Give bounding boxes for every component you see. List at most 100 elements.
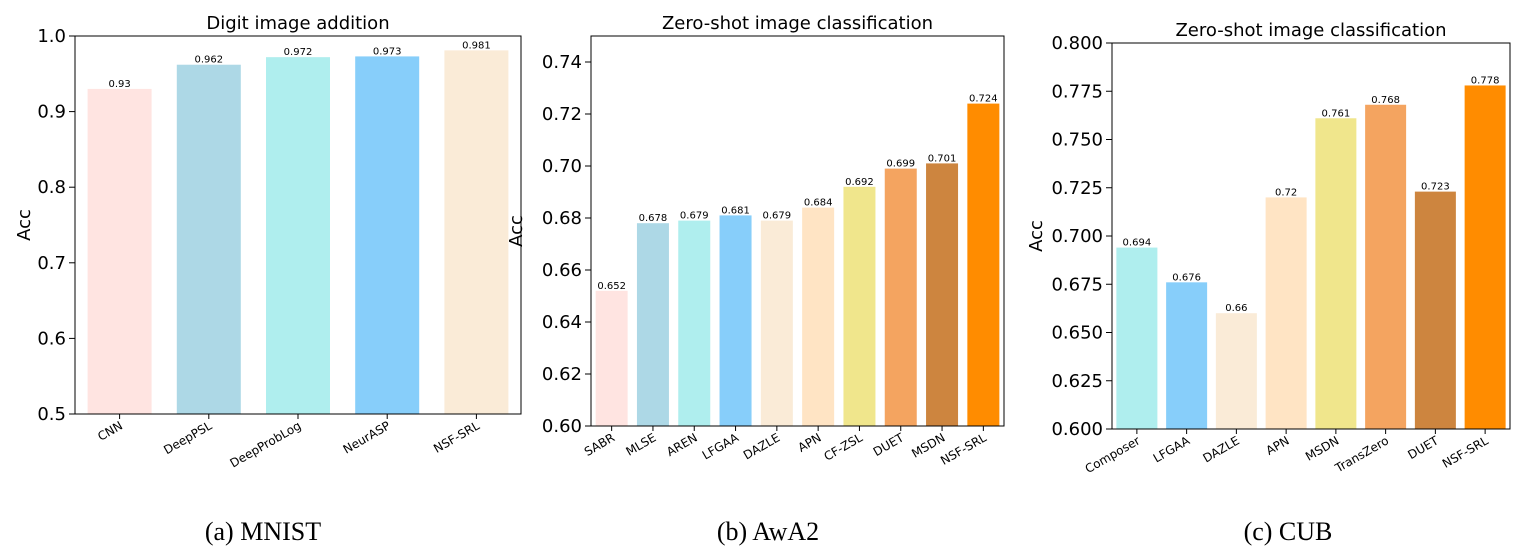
y-axis-label: Acc <box>14 209 35 241</box>
x-tick-label: NSF-SRL <box>431 418 482 456</box>
y-tick-label: 0.70 <box>542 156 582 177</box>
x-tick-label: APN <box>1263 433 1291 457</box>
y-tick-label: 0.64 <box>542 312 582 333</box>
y-tick-label: 0.750 <box>1051 130 1103 151</box>
caption-mnist: (a) MNIST <box>205 517 321 546</box>
y-tick-label: 0.72 <box>542 104 582 125</box>
y-tick-label: 0.675 <box>1051 274 1103 295</box>
data-label: 0.972 <box>284 47 313 58</box>
x-tick-label: DeepProbLog <box>227 418 303 470</box>
data-label: 0.962 <box>194 55 223 66</box>
bar-dazle <box>1215 313 1257 429</box>
data-label: 0.699 <box>886 159 915 170</box>
bar-nsf-srl <box>1464 85 1506 430</box>
data-label: 0.66 <box>1225 303 1247 314</box>
data-label: 0.679 <box>763 211 792 222</box>
x-tick-label: DUET <box>871 430 907 459</box>
data-label: 0.692 <box>845 177 874 188</box>
y-tick-label: 0.62 <box>542 364 582 385</box>
data-label: 0.684 <box>804 198 833 209</box>
bar-cnn <box>87 88 152 415</box>
y-axis-label: Acc <box>1026 220 1047 252</box>
chart-mnist: Digit image addition Acc 0.5 0.6 0.7 0.8 0.9 1.… <box>14 13 522 470</box>
x-tick-label: DAZLE <box>1200 433 1241 465</box>
x-tick-label: APN <box>796 430 824 454</box>
x-tick-label: SABR <box>582 430 617 458</box>
bar-deeppsl <box>176 64 241 414</box>
bar-duet <box>884 168 917 426</box>
x-tick-label: DAZLE <box>741 430 782 462</box>
bar-dazle <box>760 220 793 426</box>
bar-duet <box>1414 191 1456 429</box>
data-label: 0.981 <box>462 40 491 51</box>
x-tick-label: TransZero <box>1332 433 1391 475</box>
x-tick-label: MSDN <box>1303 433 1341 463</box>
caption-cub: (c) CUB <box>1244 517 1333 546</box>
y-tick-label: 1.0 <box>37 26 66 47</box>
bar-composer <box>1116 247 1158 429</box>
x-tick-label: NSF-SRL <box>1440 433 1491 471</box>
chart-title: Zero-shot image classification <box>662 13 933 34</box>
x-tick-label: MLSE <box>624 430 659 458</box>
bar-deepproblog <box>266 57 330 414</box>
y-tick-label: 0.9 <box>37 102 66 123</box>
data-label: 0.973 <box>373 46 402 57</box>
data-label: 0.652 <box>597 281 626 292</box>
data-label: 0.93 <box>108 79 130 90</box>
chart-cub: Zero-shot image classification Acc 0.600 0.… <box>1026 20 1511 476</box>
bar-transzero <box>1365 104 1407 429</box>
data-label: 0.679 <box>680 211 709 222</box>
bar-mlse <box>636 223 669 426</box>
bar-cf-zsl <box>843 186 876 426</box>
data-label: 0.676 <box>1172 272 1201 283</box>
y-tick-label: 0.5 <box>37 404 66 425</box>
bar-lfgaa <box>1166 282 1208 429</box>
bar-apn <box>802 207 835 426</box>
y-tick-label: 0.68 <box>542 208 582 229</box>
data-label: 0.724 <box>969 94 998 105</box>
x-tick-label: DeepPSL <box>161 418 214 457</box>
chart-title: Zero-shot image classification <box>1175 20 1446 41</box>
plot-frame-cub <box>1111 42 1511 430</box>
chart-awa2: Zero-shot image classification Acc 0.60 0.6… <box>506 13 1005 468</box>
x-tick-label: CF-ZSL <box>821 430 865 463</box>
data-label: 0.701 <box>928 153 957 164</box>
data-label: 0.723 <box>1421 182 1450 193</box>
data-label: 0.768 <box>1371 95 1400 106</box>
x-tick-label: AREN <box>664 430 700 459</box>
x-tick-label: LFGAA <box>1151 433 1193 465</box>
x-tick-label: NSF-SRL <box>938 430 989 468</box>
y-tick-label: 0.7 <box>37 253 66 274</box>
y-tick-label: 0.650 <box>1051 323 1103 344</box>
data-label: 0.681 <box>721 205 750 216</box>
x-tick-label: CNN <box>95 418 125 443</box>
x-tick-label: DUET <box>1405 433 1441 462</box>
caption-awa2: (b) AwA2 <box>717 517 819 546</box>
data-label: 0.694 <box>1123 238 1152 249</box>
data-label: 0.678 <box>639 213 668 224</box>
bar-sabr <box>595 290 628 426</box>
y-tick-label: 0.775 <box>1051 81 1103 102</box>
data-label: 0.761 <box>1322 108 1351 119</box>
y-axis-label: Acc <box>506 215 527 247</box>
bar-nsf-srl <box>444 50 509 414</box>
y-tick-label: 0.625 <box>1051 371 1103 392</box>
bar-nsf-srl <box>967 103 1000 426</box>
chart-title: Digit image addition <box>206 13 389 34</box>
y-tick-label: 0.600 <box>1051 419 1103 440</box>
bar-apn <box>1265 197 1307 429</box>
y-tick-label: 0.8 <box>37 177 66 198</box>
y-tick-label: 0.6 <box>37 328 66 349</box>
y-tick-label: 0.700 <box>1051 226 1103 247</box>
y-tick-label: 0.60 <box>542 416 582 437</box>
bar-msdn <box>926 163 959 426</box>
bar-neurasp <box>355 56 420 415</box>
y-tick-label: 0.74 <box>542 52 582 73</box>
plot-frame-awa2 <box>590 35 1005 427</box>
y-tick-label: 0.66 <box>542 260 582 281</box>
y-tick-label: 0.800 <box>1051 33 1103 54</box>
x-tick-label: LFGAA <box>700 430 742 462</box>
bar-lfgaa <box>719 215 752 426</box>
y-tick-label: 0.725 <box>1051 178 1103 199</box>
